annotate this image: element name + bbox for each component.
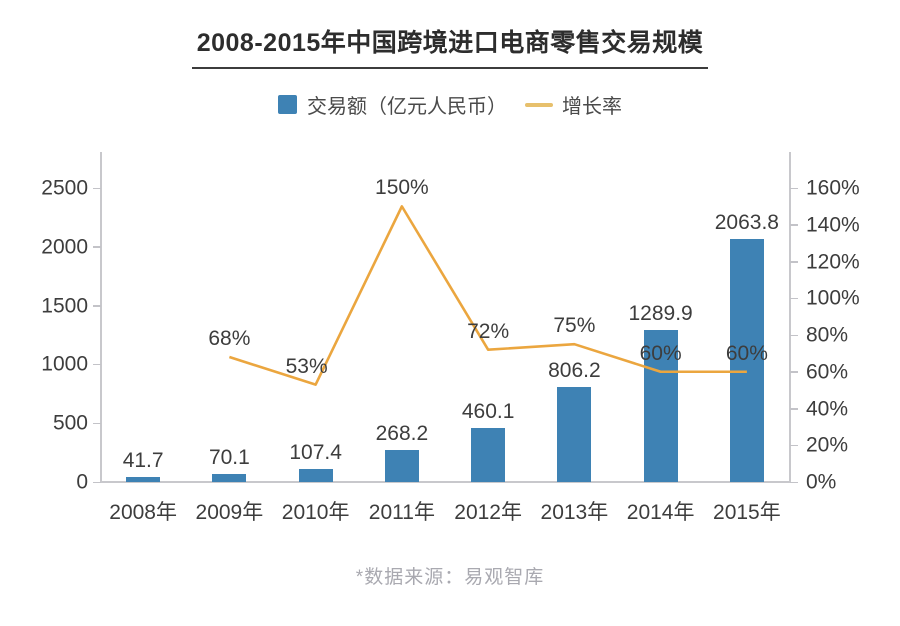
y-axis-left-tick [93, 305, 101, 307]
bar-value-label: 268.2 [375, 422, 429, 446]
y-axis-left-label: 2500 [41, 176, 88, 200]
growth-rate-label: 68% [208, 326, 251, 350]
x-axis-label: 2013年 [540, 501, 609, 524]
x-axis-label: 2011年 [368, 501, 435, 524]
x-axis-label: 2008年 [109, 501, 177, 524]
y-axis-right-label: 20% [806, 433, 849, 457]
y-axis-right-tick [790, 408, 798, 410]
page-title: 2008-2015年中国跨境进口电商零售交易规模 [191, 29, 709, 69]
bar [557, 387, 592, 482]
y-axis-right-tick [790, 261, 798, 263]
growth-rate-label: 60% [725, 341, 768, 365]
y-axis-right-label: 80% [806, 323, 849, 347]
bar-value-label: 107.4 [289, 441, 342, 465]
bar-value-label: 41.7 [122, 449, 164, 472]
y-axis-left-tick [93, 481, 101, 483]
y-axis-left-label: 500 [52, 411, 88, 435]
growth-rate-label: 75% [553, 314, 596, 338]
y-axis-left-label: 1000 [41, 352, 88, 376]
y-axis-right-tick [790, 334, 798, 336]
y-axis-right-tick [790, 481, 798, 483]
bar-swatch-icon [278, 95, 297, 114]
y-axis-left-label: 1500 [41, 294, 88, 318]
y-axis-right-label: 40% [806, 396, 849, 420]
y-axis-right-label: 140% [806, 213, 860, 237]
growth-rate-label: 150% [375, 176, 429, 200]
line-swatch-icon [525, 102, 553, 107]
bar-value-label: 806.2 [548, 359, 601, 383]
legend-label-bar: 交易额（亿元人民币） [307, 96, 507, 118]
data-source-note: *数据来源：易观智库 [355, 567, 545, 588]
y-axis-left-tick [93, 363, 101, 366]
bar-value-label: 2063.8 [714, 211, 779, 235]
legend-label-line: 增长率 [562, 96, 622, 118]
growth-rate-label: 60% [639, 341, 682, 365]
bar [298, 469, 333, 482]
y-axis-left-line [100, 152, 102, 482]
growth-line [228, 205, 747, 386]
bar-value-label: 1289.9 [628, 302, 693, 326]
growth-rate-label: 53% [285, 354, 328, 378]
y-axis-right-tick [790, 371, 798, 373]
legend-item-bar: 交易额（亿元人民币） [278, 90, 507, 119]
y-axis-right-label: 0% [806, 470, 837, 494]
bar [471, 427, 506, 482]
bar [729, 239, 764, 482]
y-axis-right-label: 60% [806, 360, 849, 384]
growth-rate-label: 72% [467, 319, 510, 343]
y-axis-left-tick [93, 246, 101, 248]
legend: 交易额（亿元人民币） 增长率 [0, 90, 900, 119]
x-axis-label: 2012年 [454, 501, 522, 524]
y-axis-left-tick [93, 422, 101, 425]
legend-item-line: 增长率 [525, 90, 622, 119]
y-axis-right-tick [790, 444, 798, 447]
bar [384, 450, 419, 482]
y-axis-right-tick [790, 297, 798, 300]
x-axis-label: 2015年 [713, 501, 781, 524]
y-axis-left-tick [93, 187, 101, 189]
bar [126, 477, 161, 482]
y-axis-right-label: 100% [806, 286, 860, 310]
y-axis-right-label: 120% [806, 249, 860, 273]
x-axis-label: 2009年 [195, 501, 264, 524]
x-axis-label: 2010年 [281, 501, 350, 524]
y-axis-left-label: 2000 [41, 235, 88, 259]
y-axis-right-tick [790, 187, 798, 189]
y-axis-right-label: 160% [806, 176, 860, 200]
bar [212, 473, 247, 482]
y-axis-right-line [789, 152, 791, 482]
bar-value-label: 70.1 [208, 445, 250, 469]
bar-value-label: 460.1 [461, 399, 515, 423]
y-axis-left-label: 0 [76, 470, 88, 494]
y-axis-right-tick [790, 224, 798, 226]
x-axis-label: 2014年 [626, 501, 695, 524]
bar [643, 330, 678, 482]
x-axis-line [100, 481, 790, 483]
title-area: 2008-2015年中国跨境进口电商零售交易规模 [0, 0, 900, 69]
